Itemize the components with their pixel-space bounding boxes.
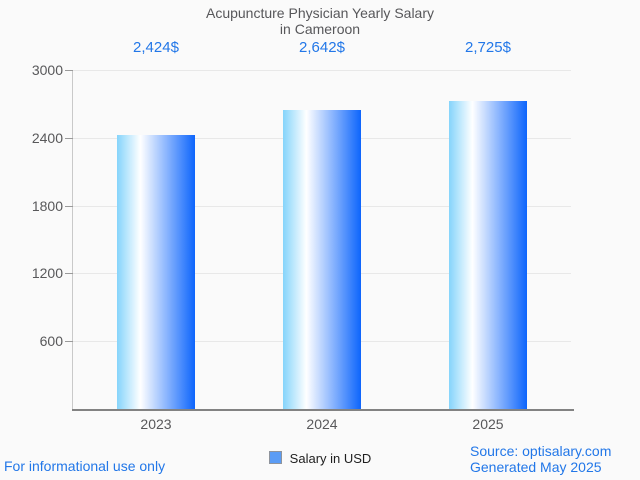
chart-title-line1: Acupuncture Physician Yearly Salary (205, 5, 435, 21)
source-link[interactable]: Source: optisalary.com (470, 443, 612, 459)
bar-2025[interactable] (449, 101, 527, 409)
gridline (73, 70, 571, 71)
legend-marker-icon (268, 451, 282, 464)
bar-value-label: 2,725$ (465, 39, 511, 56)
y-tick-label: 3000 (31, 62, 63, 78)
x-tick-label: 2024 (306, 416, 338, 432)
x-tick-label: 2023 (140, 416, 172, 432)
legend-label: Salary in USD (289, 451, 372, 466)
y-axis-tick (65, 70, 73, 71)
source-block: Source: optisalary.com Generated May 202… (470, 443, 611, 475)
y-tick-label: 1800 (31, 198, 63, 214)
y-axis-tick (65, 138, 73, 139)
y-axis-tick (65, 206, 73, 207)
disclaimer-text: For informational use only (4, 458, 166, 474)
generated-text: Generated May 2025 (470, 459, 602, 475)
x-axis-line (72, 409, 574, 411)
chart-title: Acupuncture Physician Yearly Salary in C… (0, 5, 640, 37)
y-tick-label: 600 (39, 333, 63, 349)
bar-value-label: 2,642$ (299, 39, 345, 56)
y-tick-label: 1200 (31, 265, 63, 281)
y-tick-label: 2400 (31, 130, 63, 146)
bar-value-label: 2,424$ (133, 39, 179, 56)
plot-area: 600 1200 1800 2400 3000 2,424$ 2023 2,642$ 2024 2… (32, 39, 574, 432)
bar-2024[interactable] (283, 110, 361, 409)
chart-title-line2: in Cameroon (279, 21, 361, 37)
y-axis-tick (65, 341, 73, 342)
bar-2023[interactable] (117, 135, 195, 409)
x-tick-label: 2025 (472, 416, 504, 432)
legend: Salary in USD (0, 451, 640, 466)
y-axis-tick (65, 273, 73, 274)
